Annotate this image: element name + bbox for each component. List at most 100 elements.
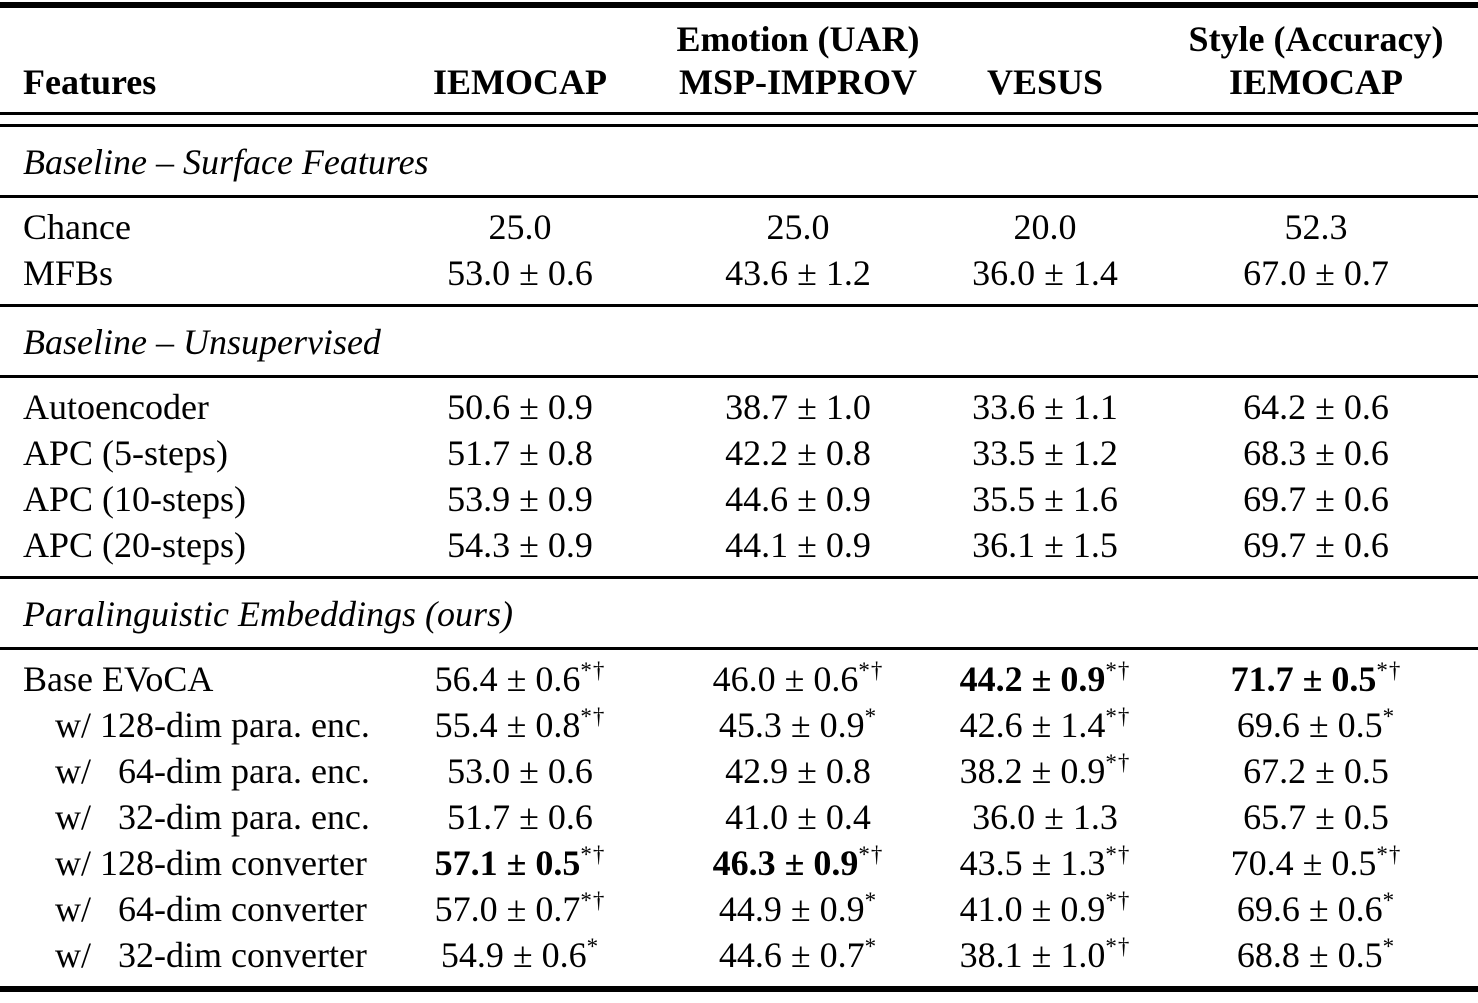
- significance-markers: *†: [580, 842, 606, 867]
- metric-cell-msp-improv-uar: 44.9 ± 0.9*: [660, 886, 936, 932]
- metric-value: 38.2 ± 0.9: [959, 751, 1106, 791]
- metric-value: 57.0 ± 0.7: [434, 889, 581, 929]
- metric-value: 36.0 ± 1.4: [972, 253, 1118, 293]
- metric-value: 46.3 ± 0.9: [712, 843, 859, 883]
- row-label: w/ 64-dim para. enc.: [55, 751, 370, 791]
- significance-markers: *: [864, 704, 878, 729]
- metric-value: 44.2 ± 0.9: [959, 659, 1106, 699]
- metric-cell-msp-improv-uar: 46.3 ± 0.9*†: [660, 840, 936, 886]
- metric-value: 46.0 ± 0.6: [712, 659, 859, 699]
- metric-cell-iemocap-style: 69.6 ± 0.5*: [1154, 702, 1478, 748]
- horizontal-rule: [0, 375, 1478, 378]
- row-label: w/ 128-dim para. enc.: [55, 705, 370, 745]
- row-label: APC (5-steps): [23, 433, 228, 473]
- metric-cell-iemocap-style: 69.7 ± 0.6: [1154, 522, 1478, 568]
- metric-value: 68.3 ± 0.6: [1243, 433, 1389, 473]
- significance-markers: *: [1382, 704, 1396, 729]
- row-label: APC (20-steps): [23, 525, 246, 565]
- section-title: Paralinguistic Embeddings (ours): [23, 594, 513, 634]
- metric-value: 55.4 ± 0.8: [434, 705, 581, 745]
- metric-value: 50.6 ± 0.9: [447, 387, 593, 427]
- group-header-emotion: Emotion (UAR): [676, 19, 920, 59]
- metric-value: 53.0 ± 0.6: [447, 253, 593, 293]
- metric-cell-vesus-uar: 35.5 ± 1.6: [936, 476, 1154, 522]
- row-label: w/ 128-dim converter: [55, 843, 367, 883]
- metric-value: 44.9 ± 0.9: [718, 889, 865, 929]
- metric-value: 54.3 ± 0.9: [447, 525, 593, 565]
- row-label: w/ 64-dim converter: [55, 889, 367, 929]
- metric-cell-iemocap-style: 69.6 ± 0.6*: [1154, 886, 1478, 932]
- metric-value: 71.7 ± 0.5: [1230, 659, 1377, 699]
- row-label: APC (10-steps): [23, 479, 246, 519]
- metric-value: 41.0 ± 0.9: [959, 889, 1106, 929]
- metric-cell-msp-improv-uar: 46.0 ± 0.6*†: [660, 656, 936, 702]
- metric-value: 35.5 ± 1.6: [972, 479, 1118, 519]
- significance-markers: *†: [1105, 750, 1131, 775]
- metric-cell-vesus-uar: 42.6 ± 1.4*†: [936, 702, 1154, 748]
- group-header-style: Style (Accuracy): [1188, 19, 1444, 59]
- metric-cell-iemocap-style: 71.7 ± 0.5*†: [1154, 656, 1478, 702]
- horizontal-rule: [0, 647, 1478, 650]
- column-header-iemocap-uar: IEMOCAP: [433, 62, 607, 102]
- metric-cell-iemocap-uar: 53.0 ± 0.6: [380, 250, 660, 296]
- metric-value: 42.9 ± 0.8: [725, 751, 871, 791]
- table-row: w/ 32-dim para. enc. 51.7 ± 0.6 41.0 ± 0…: [0, 794, 1478, 840]
- metric-value: 69.6 ± 0.5: [1236, 705, 1383, 745]
- metric-value: 36.1 ± 1.5: [972, 525, 1118, 565]
- metric-cell-iemocap-uar: 53.0 ± 0.6: [380, 748, 660, 794]
- column-header-row: Features IEMOCAP MSP-IMPROV VESUS IEMOCA…: [0, 60, 1478, 104]
- column-header-features: Features: [23, 62, 157, 102]
- metric-value: 69.7 ± 0.6: [1243, 525, 1389, 565]
- metric-value: 38.1 ± 1.0: [959, 935, 1106, 975]
- metric-value: 38.7 ± 1.0: [725, 387, 871, 427]
- significance-markers: *†: [1105, 934, 1131, 959]
- bottom-rule: [0, 986, 1478, 992]
- table-row: Autoencoder 50.6 ± 0.9 38.7 ± 1.0 33.6 ±…: [0, 384, 1478, 430]
- metric-cell-iemocap-uar: 25.0: [380, 204, 660, 250]
- horizontal-rule: [0, 195, 1478, 198]
- significance-markers: *†: [1105, 842, 1131, 867]
- metric-value: 68.8 ± 0.5: [1236, 935, 1383, 975]
- metric-cell-vesus-uar: 20.0: [936, 204, 1154, 250]
- group-header-row: Emotion (UAR) Style (Accuracy): [0, 18, 1478, 60]
- metric-cell-vesus-uar: 41.0 ± 0.9*†: [936, 886, 1154, 932]
- metric-value: 54.9 ± 0.6: [440, 935, 587, 975]
- section-unsupervised: Baseline – Unsupervised: [0, 307, 1478, 375]
- metric-value: 44.1 ± 0.9: [725, 525, 871, 565]
- column-header-iemocap-style: IEMOCAP: [1229, 62, 1403, 102]
- header-double-rule: [0, 112, 1478, 127]
- metric-value: 45.3 ± 0.9: [718, 705, 865, 745]
- column-header-vesus: VESUS: [986, 62, 1104, 102]
- table-row: Chance 25.0 25.0 20.0 52.3: [0, 204, 1478, 250]
- metric-value: 57.1 ± 0.5: [434, 843, 581, 883]
- metric-value: 36.0 ± 1.3: [972, 797, 1118, 837]
- significance-markers: *†: [1105, 704, 1131, 729]
- significance-markers: *: [586, 934, 600, 959]
- metric-cell-iemocap-style: 70.4 ± 0.5*†: [1154, 840, 1478, 886]
- metric-value: 52.3: [1284, 207, 1348, 247]
- metric-value: 43.6 ± 1.2: [725, 253, 871, 293]
- table-row: APC (10-steps) 53.9 ± 0.9 44.6 ± 0.9 35.…: [0, 476, 1478, 522]
- metric-cell-iemocap-style: 67.0 ± 0.7: [1154, 250, 1478, 296]
- significance-markers: *†: [580, 888, 606, 913]
- metric-value: 25.0: [766, 207, 830, 247]
- metric-value: 70.4 ± 0.5: [1230, 843, 1377, 883]
- row-label: MFBs: [23, 253, 114, 293]
- table-row: w/ 64-dim para. enc. 53.0 ± 0.6 42.9 ± 0…: [0, 748, 1478, 794]
- section-rows: Chance 25.0 25.0 20.0 52.3 MFBs 53.0 ± 0…: [0, 198, 1478, 304]
- metric-value: 44.6 ± 0.9: [725, 479, 871, 519]
- metric-cell-msp-improv-uar: 41.0 ± 0.4: [660, 794, 936, 840]
- metric-cell-iemocap-uar: 55.4 ± 0.8*†: [380, 702, 660, 748]
- significance-markers: *†: [858, 842, 884, 867]
- table-row: w/ 128-dim para. enc. 55.4 ± 0.8*† 45.3 …: [0, 702, 1478, 748]
- significance-markers: *†: [580, 658, 606, 683]
- row-label: Chance: [23, 207, 131, 247]
- metric-cell-msp-improv-uar: 45.3 ± 0.9*: [660, 702, 936, 748]
- metric-cell-vesus-uar: 38.2 ± 0.9*†: [936, 748, 1154, 794]
- metric-cell-msp-improv-uar: 44.6 ± 0.7*: [660, 932, 936, 978]
- significance-markers: *: [864, 934, 878, 959]
- metric-cell-vesus-uar: 33.5 ± 1.2: [936, 430, 1154, 476]
- significance-markers: *†: [858, 658, 884, 683]
- metric-value: 67.0 ± 0.7: [1243, 253, 1389, 293]
- metric-value: 69.6 ± 0.6: [1236, 889, 1383, 929]
